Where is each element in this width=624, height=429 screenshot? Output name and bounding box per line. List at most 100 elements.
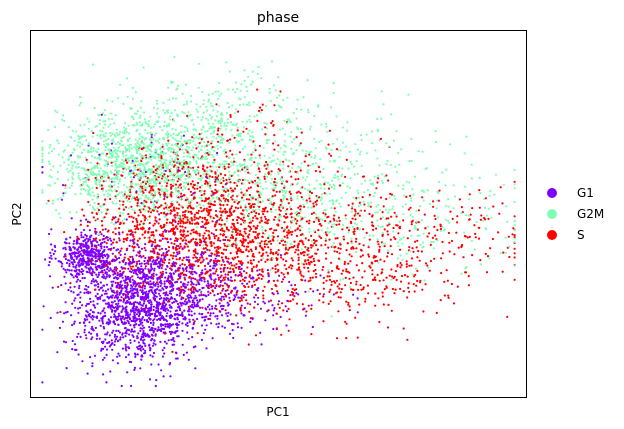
point-s <box>171 229 175 233</box>
point-s <box>188 204 192 207</box>
point-g2m <box>272 154 275 157</box>
point-s <box>449 210 452 213</box>
point-s <box>181 167 184 170</box>
point-g1 <box>154 334 157 337</box>
point-s <box>400 274 404 278</box>
point-g2m <box>166 111 169 114</box>
point-g2m <box>350 210 353 213</box>
point-g1 <box>211 307 214 310</box>
point-s <box>414 240 417 243</box>
point-s <box>297 259 300 262</box>
point-s <box>411 247 414 250</box>
point-g2m <box>123 126 126 129</box>
point-g2m <box>104 170 107 173</box>
point-g1 <box>116 274 119 277</box>
point-g1 <box>140 349 143 352</box>
point-g2m <box>325 147 328 150</box>
point-g1 <box>191 267 194 271</box>
point-g1 <box>128 280 131 283</box>
point-g1 <box>141 324 144 327</box>
point-g1 <box>162 375 165 378</box>
point-g2m <box>187 181 190 184</box>
point-s <box>215 190 218 193</box>
point-s <box>135 196 139 199</box>
point-s <box>392 226 395 230</box>
point-s <box>172 254 175 257</box>
point-g1 <box>100 349 103 352</box>
point-g1 <box>76 278 80 281</box>
point-s <box>290 175 293 178</box>
point-s <box>240 191 243 194</box>
point-g2m <box>152 237 155 240</box>
point-g2m <box>138 133 141 136</box>
point-s <box>227 257 230 260</box>
point-g2m <box>336 219 339 222</box>
point-g2m <box>218 263 221 266</box>
point-g2m <box>110 221 113 224</box>
point-g2m <box>320 123 323 126</box>
point-s <box>154 168 157 172</box>
point-g2m <box>376 157 379 160</box>
point-s <box>410 264 413 267</box>
point-g2m <box>181 148 184 151</box>
point-g1 <box>198 294 201 297</box>
point-g2m <box>134 173 137 176</box>
point-s <box>332 217 335 220</box>
point-g2m <box>137 183 140 186</box>
point-g2m <box>75 130 78 133</box>
point-g2m <box>216 144 219 147</box>
point-s <box>286 225 289 228</box>
point-g2m <box>363 236 366 239</box>
point-g2m <box>171 159 174 163</box>
point-g1 <box>143 342 146 345</box>
point-s <box>409 194 412 197</box>
point-g2m <box>67 163 70 166</box>
point-g1 <box>107 269 111 272</box>
point-s <box>162 235 165 238</box>
point-g2m <box>278 94 281 97</box>
point-g1 <box>121 267 124 270</box>
point-g2m <box>160 171 163 175</box>
point-s <box>461 243 464 247</box>
point-g1 <box>76 248 80 251</box>
point-g2m <box>157 168 160 171</box>
point-g1 <box>162 324 165 327</box>
point-g1 <box>73 343 77 346</box>
point-s <box>219 210 222 213</box>
point-s <box>115 241 118 244</box>
point-s <box>252 140 255 143</box>
point-s <box>133 225 136 228</box>
point-g2m <box>356 172 359 175</box>
point-g2m <box>154 191 157 194</box>
point-s <box>196 212 200 215</box>
point-g1 <box>105 292 108 295</box>
point-s <box>222 248 226 251</box>
point-g2m <box>195 226 198 229</box>
point-s <box>355 247 358 250</box>
point-g1 <box>76 275 79 279</box>
point-g2m <box>227 88 230 91</box>
point-s <box>349 260 352 263</box>
point-g1 <box>62 192 65 195</box>
point-g1 <box>140 247 143 250</box>
point-g1 <box>78 268 81 272</box>
point-s <box>135 219 138 222</box>
point-s <box>347 229 351 232</box>
point-g1 <box>356 297 359 300</box>
point-s <box>212 203 215 206</box>
point-g2m <box>91 186 94 190</box>
point-s <box>215 270 218 273</box>
point-g1 <box>129 324 132 327</box>
point-s <box>336 237 339 240</box>
point-g1 <box>240 312 243 315</box>
point-s <box>269 228 272 231</box>
point-g1 <box>133 366 137 369</box>
point-g2m <box>121 212 125 215</box>
point-s <box>289 294 292 297</box>
point-g2m <box>215 153 218 156</box>
point-g1 <box>101 256 104 259</box>
point-g2m <box>116 141 120 144</box>
point-g2m <box>127 171 131 174</box>
point-g1 <box>113 343 116 346</box>
point-g2m <box>73 139 76 142</box>
